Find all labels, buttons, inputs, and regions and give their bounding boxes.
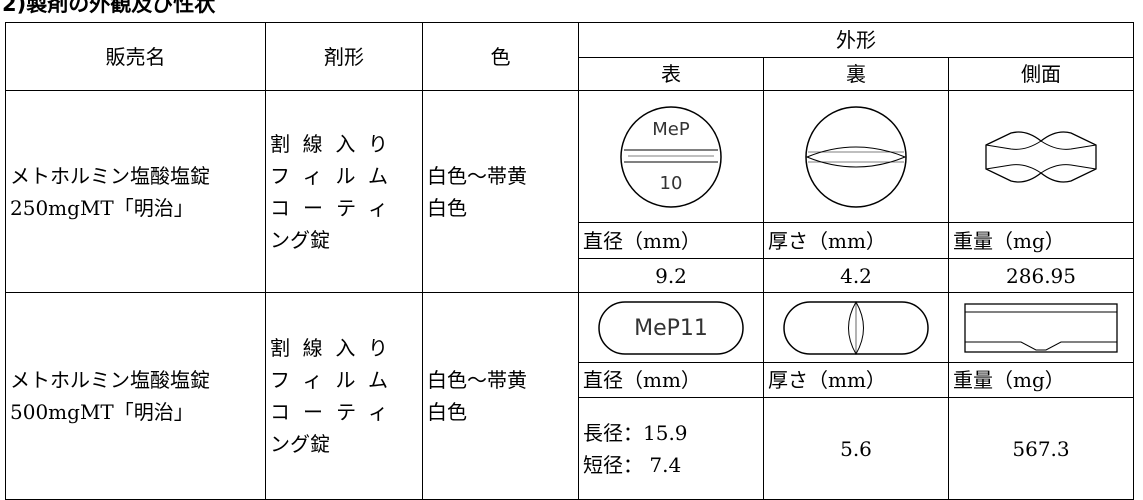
product-name: メトホルミン塩酸塩錠 250mgMT「明治」	[5, 90, 266, 293]
dim-value: 4.2	[763, 258, 949, 293]
dosage-form: 割線入りフィルムコーティング錠	[265, 292, 423, 500]
text: 500mgMT「明治」	[10, 400, 194, 424]
header-cell: 裏	[763, 57, 949, 91]
back-image	[763, 292, 949, 363]
imprint: MeP11	[634, 316, 708, 341]
color: 白色～帯黄白色	[422, 90, 579, 293]
pill-front: MeP 10	[620, 105, 722, 208]
header-cell: 剤形	[265, 22, 423, 91]
text: 長径：15.9	[583, 420, 688, 445]
imprint: MeP	[652, 119, 690, 140]
text: 割線入り	[270, 336, 388, 360]
text: 短径： 7.4	[583, 452, 682, 477]
dim-value: 286.95	[947, 258, 1135, 293]
side-image	[947, 292, 1135, 363]
pill-back	[783, 300, 929, 355]
product-name: メトホルミン塩酸塩錠 500mgMT「明治」	[5, 292, 266, 500]
text: フィルム	[270, 368, 388, 392]
pill-back	[805, 105, 907, 208]
dim-value: 9.2	[578, 258, 764, 293]
dim-label: 厚さ（mm）	[763, 362, 949, 398]
header-cell: 販売名	[5, 22, 266, 91]
dim-label: 重量（mg）	[947, 362, 1135, 398]
header-cell: 側面	[947, 57, 1135, 91]
imprint: 10	[660, 173, 683, 194]
header-cell: 色	[422, 22, 579, 91]
back-image	[763, 90, 949, 223]
appearance-table: 販売名 剤形 色 外形 表 裏 側面 メトホルミン塩酸塩錠 250mgMT「明治」…	[5, 22, 1135, 500]
text: 割線入り	[270, 131, 388, 156]
pill-side	[964, 302, 1118, 353]
dim-label: 厚さ（mm）	[763, 222, 949, 259]
front-image: MeP11	[578, 292, 764, 363]
text: フィルム	[270, 163, 388, 188]
pill-front: MeP11	[598, 300, 744, 355]
dim-label: 直径（mm）	[578, 362, 764, 398]
text: ング錠	[270, 432, 330, 456]
text: 白色	[427, 195, 467, 220]
dim-label: 直径（mm）	[578, 222, 764, 259]
text: 白色	[427, 400, 467, 424]
text: コーティ	[270, 400, 388, 424]
text: 白色～帯黄	[427, 368, 527, 392]
text: メトホルミン塩酸塩錠	[10, 163, 210, 188]
dim-value: 567.3	[947, 397, 1135, 500]
dim-label: 重量（mg）	[947, 222, 1135, 259]
section-title: 2)製剤の外観及び性状	[2, 0, 216, 16]
text: 250mgMT「明治」	[10, 195, 194, 220]
dim-value: 5.6	[763, 397, 949, 500]
text: メトホルミン塩酸塩錠	[10, 368, 210, 392]
dim-value: 長径：15.9 短径： 7.4	[578, 397, 764, 500]
text: 白色～帯黄	[427, 163, 527, 188]
pill-side	[985, 130, 1097, 183]
header-cell: 表	[578, 57, 764, 91]
dosage-form: 割線入りフィルムコーティング錠	[265, 90, 423, 293]
color: 白色～帯黄白色	[422, 292, 579, 500]
text: コーティ	[270, 195, 388, 220]
header-cell: 外形	[577, 22, 1135, 58]
front-image: MeP 10	[578, 90, 764, 223]
side-image	[947, 90, 1135, 223]
text: ング錠	[270, 227, 330, 252]
